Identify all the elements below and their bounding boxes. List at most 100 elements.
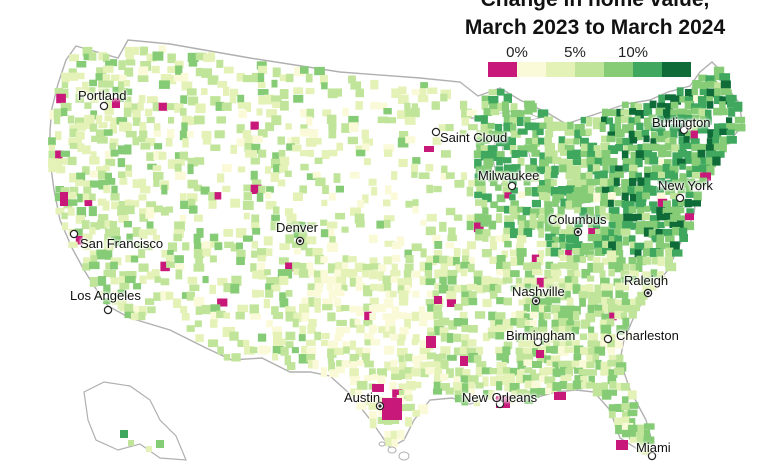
county-patch: [104, 80, 114, 88]
county-patch: [494, 123, 503, 132]
county-patch: [187, 193, 198, 202]
county-patch: [95, 73, 103, 81]
county-patch: [538, 326, 548, 337]
county-patch: [733, 101, 743, 112]
county-patch: [425, 298, 435, 306]
county-patch: [250, 121, 259, 130]
county-patch: [623, 145, 631, 155]
county-patch: [530, 208, 540, 218]
county-patch: [411, 89, 423, 96]
county-patch: [545, 332, 554, 342]
county-patch: [602, 303, 610, 313]
county-patch: [126, 233, 133, 242]
county-patch: [572, 262, 579, 272]
county-patch: [340, 326, 351, 334]
county-patch: [251, 143, 261, 154]
county-patch: [132, 117, 141, 126]
county-patch: [524, 107, 533, 115]
county-patch: [476, 130, 484, 140]
county-patch: [308, 318, 317, 327]
county-patch: [217, 346, 224, 355]
county-patch: [174, 221, 185, 232]
county-patch: [397, 137, 409, 148]
county-patch: [420, 368, 429, 378]
county-patch: [566, 227, 577, 237]
county-patch: [112, 86, 119, 96]
county-patch: [510, 285, 521, 292]
county-patch: [602, 108, 609, 117]
county-patch: [279, 292, 287, 302]
county-patch: [622, 158, 630, 168]
county-patch: [433, 255, 442, 263]
county-patch: [75, 87, 87, 95]
county-patch: [84, 102, 92, 109]
county-patch: [657, 178, 665, 185]
county-patch: [488, 331, 495, 339]
county-patch: [504, 382, 515, 392]
county-patch: [378, 326, 387, 333]
county-patch: [543, 339, 551, 350]
county-patch: [551, 291, 559, 302]
county-patch: [279, 275, 289, 286]
county-patch: [61, 158, 68, 165]
county-patch: [566, 320, 575, 327]
county-patch: [566, 383, 576, 391]
county-patch: [61, 82, 69, 89]
county-patch: [75, 131, 85, 140]
county-patch: [586, 382, 595, 389]
county-patch: [599, 122, 606, 132]
county-patch: [649, 156, 659, 165]
county-patch: [350, 207, 361, 216]
county-patch: [601, 313, 611, 322]
county-patch: [495, 184, 502, 191]
county-patch: [285, 341, 294, 349]
county-patch: [641, 446, 652, 455]
county-patch: [329, 276, 337, 285]
county-patch: [518, 220, 529, 229]
county-patch: [613, 187, 621, 196]
county-patch: [531, 187, 542, 197]
county-patch: [621, 403, 630, 411]
county-patch: [418, 306, 425, 314]
county-patch: [138, 194, 147, 201]
county-patch: [294, 248, 301, 255]
county-patch: [284, 170, 292, 177]
county-patch: [697, 149, 706, 160]
county-patch: [516, 248, 527, 257]
county-patch: [391, 367, 399, 375]
county-patch: [123, 221, 132, 228]
county-patch: [614, 228, 624, 236]
county-patch: [504, 164, 512, 173]
county-patch: [599, 206, 606, 216]
county-patch: [277, 269, 287, 280]
county-patch: [571, 360, 580, 367]
county-patch: [586, 361, 595, 369]
county-patch: [187, 164, 194, 175]
county-patch: [609, 236, 618, 243]
county-patch: [361, 143, 370, 152]
county-patch: [622, 163, 630, 172]
county-patch: [111, 290, 120, 301]
county-patch: [536, 256, 544, 266]
county-patch: [474, 234, 483, 241]
county-patch: [126, 88, 133, 96]
county-patch: [565, 282, 573, 291]
county-patch: [544, 376, 556, 385]
county-patch: [385, 185, 392, 195]
county-patch: [504, 240, 512, 248]
county-patch: [621, 299, 633, 306]
county-patch: [174, 103, 184, 113]
county-patch: [692, 166, 703, 174]
county-patch: [60, 102, 72, 111]
county-patch: [501, 250, 508, 259]
county-patch: [292, 221, 303, 228]
county-patch: [258, 185, 266, 194]
county-patch: [719, 101, 726, 111]
county-patch: [313, 297, 321, 307]
county-patch: [544, 136, 552, 147]
county-patch: [237, 166, 246, 173]
county-patch: [686, 166, 695, 173]
county-patch: [565, 200, 576, 210]
county-patch: [314, 304, 321, 313]
county-patch: [517, 128, 528, 135]
